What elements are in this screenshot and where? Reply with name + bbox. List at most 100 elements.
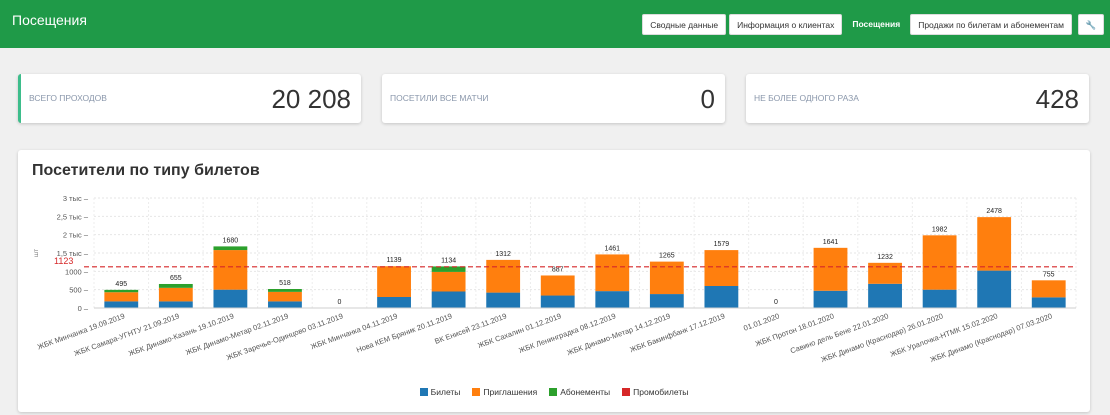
- bar-total-label: 518: [279, 280, 291, 287]
- bar-segment: [431, 271, 466, 292]
- legend-label: Промобилеты: [633, 387, 689, 397]
- nav-summary-button[interactable]: Сводные данные: [642, 14, 727, 35]
- x-tick-label: ЖБК Динамо-Казань 19.10.2019: [127, 311, 235, 358]
- legend-label: Билеты: [430, 387, 461, 397]
- bar-segment: [595, 254, 630, 292]
- wrench-icon[interactable]: 🔧: [1078, 14, 1104, 35]
- legend-swatch: [419, 388, 428, 396]
- bar-segment: [486, 292, 521, 308]
- y-tick-label: 2 тыс –: [63, 231, 89, 240]
- nav-sales-button[interactable]: Продажи по билетам и абонементам: [910, 14, 1072, 35]
- y-tick-label: 500 –: [69, 286, 89, 295]
- visitors-by-ticket-chart: 0 – 500 – 1000 – 1,5 тыс – 2 тыс – 2,5 тыс – 3…: [33, 194, 1077, 364]
- chart-title: Посетители по типу билетов: [32, 162, 260, 179]
- bar-segment: [213, 289, 248, 308]
- kpi-once-or-less: НЕ БОЛЕЕ ОДНОГО РАЗА 428: [746, 74, 1089, 123]
- x-tick-label: Нова КЕМ Бряник 20.11.2019: [355, 311, 453, 354]
- x-tick-label: ЖБК Самара-УГНТУ 21.09.2019: [73, 311, 181, 358]
- bar-total-label: 755: [1043, 271, 1055, 278]
- kpi-label: ВСЕГО ПРОХОДОВ: [29, 93, 107, 103]
- bar-segment: [649, 294, 684, 308]
- bar-segment: [431, 291, 466, 308]
- bar-segment: [213, 250, 248, 290]
- top-nav: Сводные данные Информация о клиентах Пос…: [642, 14, 1104, 35]
- bar-segment: [377, 297, 411, 308]
- x-tick-label: 01.01.2020: [742, 311, 780, 332]
- bar-total-label: 1461: [604, 245, 620, 252]
- bar-segment: [813, 247, 848, 291]
- bar-total-label: 0: [774, 299, 778, 306]
- bar-segment: [704, 286, 739, 308]
- bar-total-label: 495: [115, 281, 127, 288]
- kpi-label: НЕ БОЛЕЕ ОДНОГО РАЗА: [754, 93, 859, 103]
- x-tick-label: ЖБК Минчанка 19.09.2019: [36, 311, 126, 351]
- reference-line-label: 1123: [54, 256, 73, 266]
- kpi-value: 428: [1035, 84, 1079, 114]
- bar-segment: [595, 291, 630, 308]
- bar-total-label: 1265: [659, 253, 675, 260]
- bar-segment: [158, 301, 193, 308]
- chart-legend: Билеты Приглашения Абонементы Промобилет…: [18, 387, 1090, 397]
- bar-total-label: 1579: [714, 241, 730, 248]
- legend-label: Приглашения: [483, 387, 538, 397]
- bar-total-label: 1641: [823, 239, 839, 246]
- bar-segment: [158, 287, 193, 302]
- bar-segment: [104, 301, 139, 308]
- x-tick-label: ЖБК Динамо-Метар 14.12.2019: [566, 311, 672, 357]
- bar-segment: [104, 292, 139, 302]
- y-tick-label: 0 –: [78, 304, 89, 313]
- y-tick-label: 1,5 тыс –: [57, 249, 89, 258]
- legend-item-bilety[interactable]: Билеты: [419, 387, 461, 397]
- header-bar: Посещения Сводные данные Информация о кл…: [0, 0, 1110, 48]
- bar-segment: [1031, 280, 1066, 298]
- legend-swatch: [472, 388, 481, 396]
- bar-total-label: 1232: [877, 254, 893, 261]
- bar-segment: [977, 270, 1012, 308]
- bar-segment: [104, 289, 139, 293]
- kpi-value: 20 208: [271, 84, 351, 114]
- bar-segment: [158, 283, 193, 288]
- kpi-all-matches: ПОСЕТИЛИ ВСЕ МАТЧИ 0: [382, 74, 725, 123]
- bar-segment: [922, 235, 957, 290]
- bar-segment: [268, 291, 302, 302]
- nav-clients-button[interactable]: Информация о клиентах: [729, 14, 843, 35]
- kpi-value: 0: [700, 84, 715, 114]
- legend-item-promobilety[interactable]: Промобилеты: [622, 387, 688, 397]
- bar-segment: [868, 283, 902, 308]
- bar-segment: [540, 295, 575, 308]
- legend-label: Абонементы: [560, 387, 611, 397]
- bar-segment: [540, 275, 575, 296]
- bar-total-label: 1982: [932, 226, 948, 233]
- bar-segment: [268, 289, 302, 292]
- bar-segment: [213, 246, 248, 251]
- y-tick-label: 1000 –: [65, 267, 89, 276]
- x-tick-label: ЖБК Бакинфбанк 17.12.2019: [629, 311, 726, 354]
- y-axis-label: шт: [33, 249, 40, 257]
- y-tick-label: 3 тыс –: [63, 194, 89, 203]
- kpi-label: ПОСЕТИЛИ ВСЕ МАТЧИ: [390, 93, 489, 103]
- legend-item-abonementy[interactable]: Абонементы: [549, 387, 610, 397]
- bar-segment: [704, 250, 739, 286]
- legend-item-priglasheniya[interactable]: Приглашения: [472, 387, 537, 397]
- bar-segment: [868, 262, 902, 284]
- bar-segment: [813, 290, 848, 308]
- bar-segment: [431, 266, 466, 272]
- bar-segment: [486, 259, 521, 293]
- bar-total-label: 1680: [223, 237, 239, 244]
- chart-panel: Посетители по типу билетов 0 – 500 – 1000 …: [18, 150, 1090, 412]
- bar-segment: [922, 289, 957, 308]
- bar-total-label: 2478: [986, 208, 1002, 215]
- kpi-total-passes: ВСЕГО ПРОХОДОВ 20 208: [18, 74, 361, 123]
- bar-segment: [1031, 297, 1066, 308]
- bar-total-label: 1139: [387, 257, 402, 264]
- legend-swatch: [622, 388, 631, 396]
- bar-total-label: 1312: [495, 251, 511, 258]
- nav-visits-button[interactable]: Посещения: [852, 19, 901, 29]
- legend-swatch: [549, 388, 558, 396]
- bar-segment: [977, 217, 1012, 271]
- bar-segment: [377, 266, 411, 297]
- bar-segment: [268, 301, 302, 308]
- y-tick-label: 2,5 тыс –: [57, 212, 89, 221]
- bar-total-label: 0: [338, 299, 342, 306]
- bar-total-label: 655: [170, 275, 182, 282]
